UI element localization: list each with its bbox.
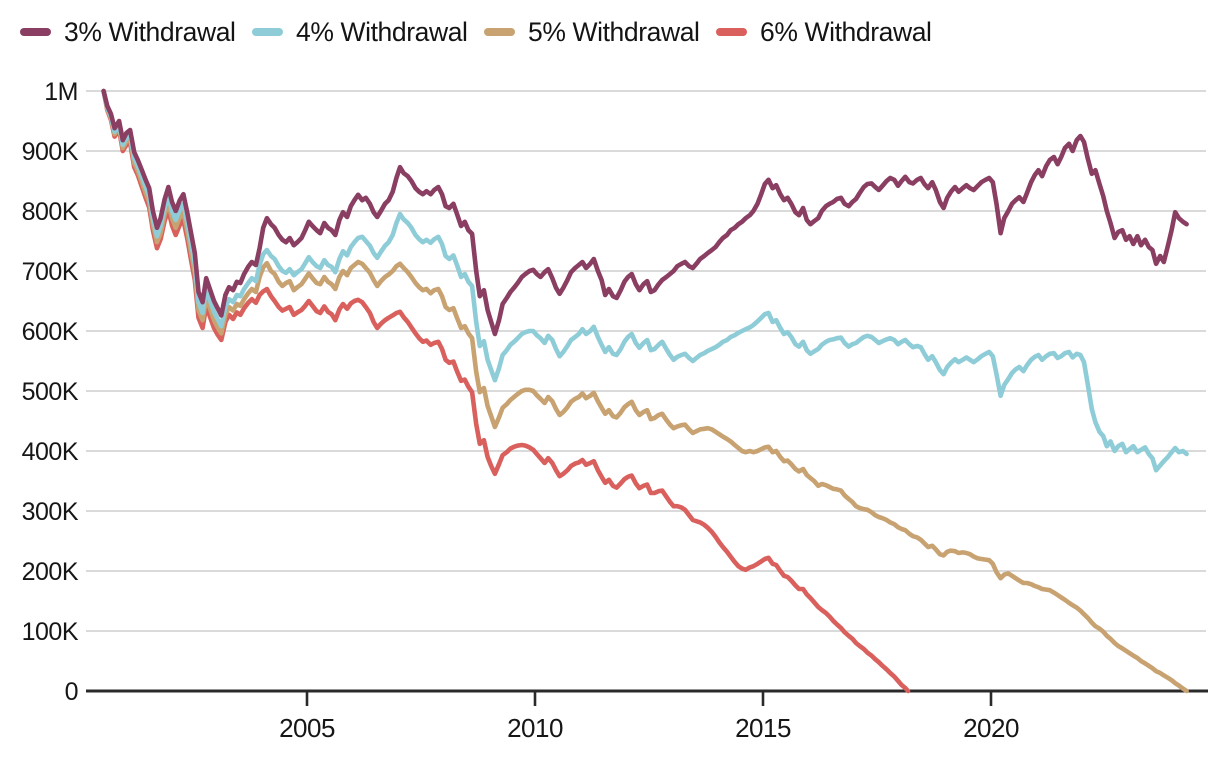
chart-legend: 3% Withdrawal 4% Withdrawal 5% Withdrawa… bbox=[0, 12, 1220, 52]
x-axis-label-2015: 2015 bbox=[735, 713, 791, 743]
legend-item-4pct-withdrawal: 4% Withdrawal bbox=[252, 12, 468, 52]
x-axis-label-2005: 2005 bbox=[279, 713, 335, 743]
legend-label-5pct: 5% Withdrawal bbox=[528, 16, 700, 47]
series-line-4-withdrawal bbox=[101, 88, 1189, 473]
legend-swatch-5pct-icon bbox=[484, 27, 515, 37]
legend-swatch-4pct-icon bbox=[252, 27, 283, 37]
legend-label-6pct: 6% Withdrawal bbox=[760, 16, 932, 47]
y-axis-label-900K: 900K bbox=[22, 138, 79, 166]
y-axis-label-1M: 1M bbox=[44, 78, 78, 106]
series-line-5-withdrawal bbox=[101, 88, 1189, 694]
legend-item-3pct-withdrawal: 3% Withdrawal bbox=[20, 12, 236, 52]
legend-swatch-3pct-icon bbox=[20, 27, 51, 37]
legend-label-4pct: 4% Withdrawal bbox=[296, 16, 468, 47]
legend-item-5pct-withdrawal: 5% Withdrawal bbox=[484, 12, 700, 52]
series-line-3-withdrawal bbox=[101, 88, 1189, 337]
y-axis-label-600K: 600K bbox=[22, 318, 79, 346]
y-axis-label-700K: 700K bbox=[22, 258, 79, 286]
x-axis-label-2020: 2020 bbox=[963, 713, 1019, 743]
y-axis-label-300K: 300K bbox=[22, 498, 79, 526]
legend-item-6pct-withdrawal: 6% Withdrawal bbox=[716, 12, 932, 52]
y-axis-label-400K: 400K bbox=[22, 438, 79, 466]
y-axis-label-100K: 100K bbox=[22, 618, 79, 646]
y-axis-label-800K: 800K bbox=[22, 198, 79, 226]
y-axis-label-0: 0 bbox=[65, 678, 78, 706]
y-axis-label-200K: 200K bbox=[22, 558, 79, 586]
x-axis-label-2010: 2010 bbox=[507, 713, 563, 743]
legend-swatch-6pct-icon bbox=[716, 27, 747, 37]
legend-label-3pct: 3% Withdrawal bbox=[64, 16, 236, 47]
y-axis-label-500K: 500K bbox=[22, 378, 79, 406]
series-line-6-withdrawal bbox=[101, 88, 911, 694]
